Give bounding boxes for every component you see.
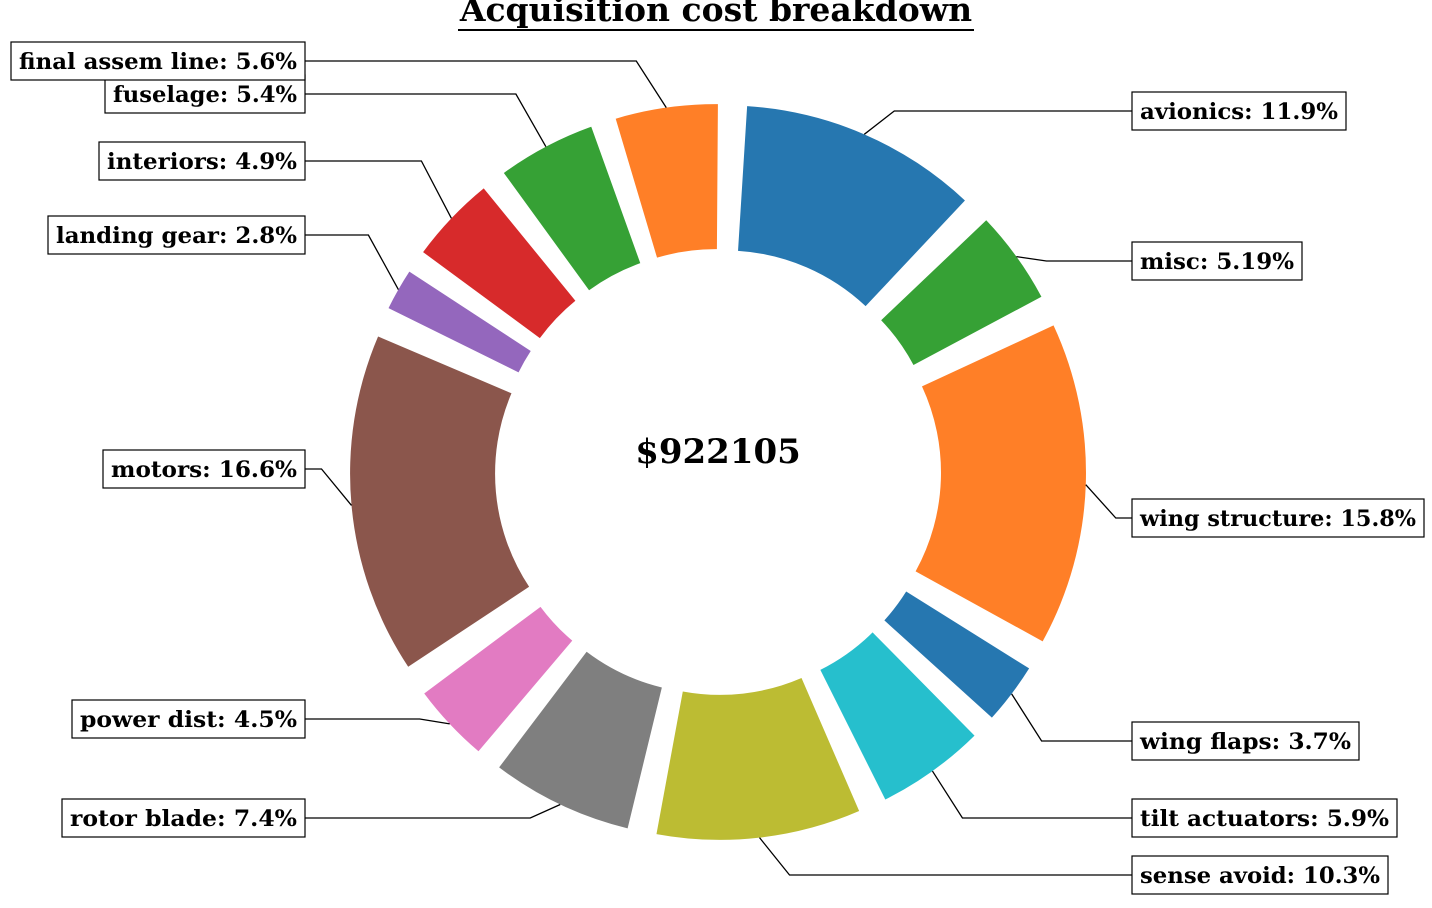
label-box-sense-avoid bbox=[1131, 855, 1389, 895]
leader-line-wing-structure bbox=[1085, 484, 1132, 519]
label-box-final-assem-line bbox=[10, 41, 306, 81]
slice-interiors bbox=[423, 188, 576, 339]
slice-label-wing-flaps: wing flaps: 3.7% bbox=[1139, 729, 1351, 755]
slice-label-final-assem-line: final assem line: 5.6% bbox=[19, 49, 297, 75]
slice-wing-structure bbox=[915, 325, 1086, 642]
slice-tilt-actuators bbox=[820, 632, 975, 800]
slice-label-power-dist: power dist: 4.5% bbox=[80, 707, 297, 733]
label-box-avionics bbox=[1131, 91, 1347, 131]
slice-motors bbox=[350, 336, 530, 667]
leader-line-wing-flaps bbox=[1011, 693, 1132, 742]
leader-line-avionics bbox=[863, 110, 1132, 135]
chart-title-text: Acquisition cost breakdown bbox=[457, 0, 975, 31]
leader-line-rotor-blade bbox=[305, 803, 561, 819]
total-cost-label: $922105 bbox=[635, 432, 801, 472]
label-box-tilt-actuators bbox=[1131, 798, 1398, 838]
label-box-interiors bbox=[98, 141, 306, 181]
slice-avionics bbox=[738, 106, 965, 307]
slice-label-misc: misc: 5.19% bbox=[1140, 249, 1294, 275]
slice-rotor-blade bbox=[499, 651, 662, 829]
slice-landing-gear bbox=[388, 271, 531, 373]
leader-line-power-dist bbox=[305, 718, 450, 725]
leader-line-fuselage bbox=[305, 93, 547, 148]
label-box-power-dist bbox=[71, 699, 306, 739]
slice-power-dist bbox=[424, 606, 573, 752]
label-box-landing-gear bbox=[47, 215, 306, 255]
slice-label-interiors: interiors: 4.9% bbox=[107, 149, 297, 175]
slice-label-motors: motors: 16.6% bbox=[111, 457, 297, 483]
leader-line-landing-gear bbox=[305, 234, 399, 290]
leader-line-misc bbox=[1016, 256, 1132, 262]
label-box-wing-structure bbox=[1131, 498, 1425, 538]
label-box-motors bbox=[102, 449, 306, 489]
slice-label-avionics: avionics: 11.9% bbox=[1140, 99, 1338, 125]
slice-label-wing-structure: wing structure: 15.8% bbox=[1139, 506, 1416, 532]
leader-line-final-assem-line bbox=[305, 60, 667, 109]
slice-label-sense-avoid: sense avoid: 10.3% bbox=[1140, 863, 1380, 889]
leader-line-tilt-actuators bbox=[931, 770, 1132, 819]
slice-fuselage bbox=[503, 126, 641, 291]
slice-misc bbox=[881, 220, 1042, 366]
label-box-misc bbox=[1131, 241, 1303, 281]
leader-line-sense-avoid bbox=[759, 837, 1132, 876]
slice-label-tilt-actuators: tilt actuators: 5.9% bbox=[1140, 806, 1389, 832]
label-box-wing-flaps bbox=[1131, 721, 1360, 761]
leader-line-interiors bbox=[305, 160, 452, 219]
chart-title: Acquisition cost breakdown bbox=[0, 0, 1432, 31]
slice-final-assem-line bbox=[615, 104, 718, 258]
slice-label-rotor-blade: rotor blade: 7.4% bbox=[70, 806, 297, 832]
leader-line-motors bbox=[305, 468, 353, 506]
slice-sense-avoid bbox=[656, 677, 860, 840]
slice-label-landing-gear: landing gear: 2.8% bbox=[56, 223, 297, 249]
slice-wing-flaps bbox=[884, 591, 1030, 718]
slice-label-fuselage: fuselage: 5.4% bbox=[113, 82, 297, 108]
label-box-fuselage bbox=[104, 74, 306, 114]
label-box-rotor-blade bbox=[61, 798, 306, 838]
